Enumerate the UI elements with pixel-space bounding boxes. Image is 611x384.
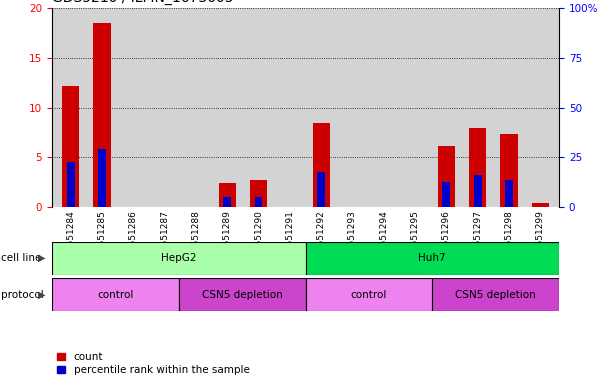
Bar [442, 182, 450, 207]
Bar [219, 184, 236, 207]
Text: CSN5 depletion: CSN5 depletion [455, 290, 536, 300]
Bar [505, 180, 513, 207]
Text: ▶: ▶ [38, 253, 45, 263]
Text: protocol: protocol [1, 290, 43, 300]
Bar [469, 129, 486, 207]
Bar [532, 204, 549, 207]
Bar [93, 23, 111, 207]
Bar [317, 172, 325, 207]
Text: CSN5 depletion: CSN5 depletion [202, 290, 282, 300]
Bar [255, 197, 262, 207]
Text: ▶: ▶ [38, 290, 45, 300]
Text: HepG2: HepG2 [161, 253, 197, 263]
Text: GDS5210 / ILMN_1673605: GDS5210 / ILMN_1673605 [52, 0, 233, 5]
Bar [224, 197, 231, 207]
Bar [52, 242, 306, 275]
Text: cell line: cell line [1, 253, 41, 263]
Text: control: control [351, 290, 387, 300]
Bar [433, 278, 559, 311]
Text: Huh7: Huh7 [419, 253, 446, 263]
Bar [52, 278, 179, 311]
Bar [313, 124, 330, 207]
Bar [500, 134, 518, 207]
Bar [306, 278, 433, 311]
Bar [437, 146, 455, 207]
Bar [179, 278, 306, 311]
Text: control: control [97, 290, 134, 300]
Legend: count, percentile rank within the sample: count, percentile rank within the sample [57, 352, 250, 375]
Bar [474, 175, 481, 207]
Bar [98, 149, 106, 207]
Bar [62, 86, 79, 207]
Bar [306, 242, 559, 275]
Bar [250, 180, 267, 207]
Bar [67, 162, 75, 207]
